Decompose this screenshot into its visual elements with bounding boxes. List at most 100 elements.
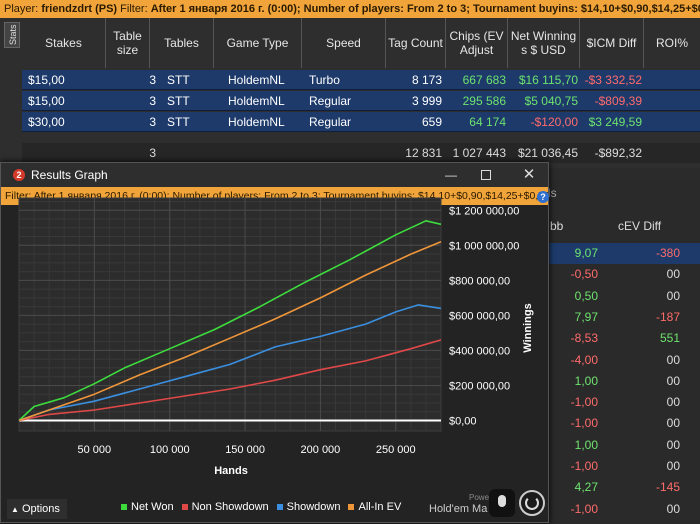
bg-cell-bb: -1,00	[570, 416, 598, 431]
filter-label: Filter:	[120, 3, 148, 15]
bg-cell-cev: 00	[666, 416, 680, 431]
total-size: 3	[149, 146, 156, 160]
minimize-icon[interactable]: —	[445, 168, 457, 182]
cell-tables: STT	[167, 73, 190, 87]
bg-cell-cev: 00	[666, 459, 680, 473]
legend-label: Net Won	[131, 501, 174, 513]
bg-col-bb[interactable]: bb	[550, 219, 564, 233]
x-tick-label: 150 000	[225, 444, 265, 456]
table-row[interactable]	[22, 70, 700, 90]
x-tick-label: 250 000	[376, 444, 416, 456]
cell-game: HoldemNL	[228, 94, 285, 108]
y-tick-label: $1 200 000,00	[449, 205, 519, 217]
refresh-icon	[525, 496, 539, 510]
cell-size: 3	[149, 73, 156, 87]
cell-tag: 659	[421, 115, 442, 129]
series-line-showdown	[18, 304, 442, 422]
cell-tables: STT	[167, 94, 190, 108]
cell-tag: 3 999	[411, 94, 442, 108]
total-net: $21 036,45	[517, 146, 578, 160]
legend-label: Non Showdown	[191, 501, 269, 513]
x-tick-label: 100 000	[150, 444, 190, 456]
close-icon[interactable]: ✕	[522, 166, 536, 183]
table-row[interactable]	[22, 91, 700, 111]
filter-bar: Player: friendzdrt (PS) Filter: After 1 …	[0, 0, 700, 18]
legend-swatch	[121, 504, 127, 511]
bg-cell-cev: 551	[659, 331, 680, 346]
filter-text: After 1 января 2016 г. (0:00); Number of…	[150, 3, 700, 15]
col-tag-count[interactable]: Tag Count	[386, 18, 446, 68]
background-table	[540, 180, 700, 523]
col-icm-diff[interactable]: $ICM Diff	[580, 18, 644, 68]
table-row[interactable]	[22, 112, 700, 132]
cell-chips: 64 174	[469, 115, 506, 129]
y-tick-label: $1 000 000,00	[449, 240, 519, 252]
bg-cell-cev: 00	[666, 437, 680, 452]
bg-cell-bb: -1,00	[570, 395, 598, 410]
legend-item[interactable]: Non Showdown	[181, 501, 269, 513]
col-tables[interactable]: Tables	[150, 18, 214, 68]
bg-cell-cev: 00	[666, 352, 680, 367]
player-label: Player:	[4, 3, 39, 15]
cell-game: HoldemNL	[228, 73, 285, 87]
x-tick-label: 200 000	[301, 444, 341, 456]
refresh-button[interactable]	[519, 490, 545, 516]
bg-cell-bb: 0,50	[574, 288, 598, 303]
legend: Net Won Non Showdown Showdown All-In EV	[121, 501, 409, 513]
cell-net: $16 115,70	[518, 73, 578, 87]
maximize-icon[interactable]	[481, 170, 491, 180]
col-roi[interactable]: ROI%	[655, 36, 688, 50]
bg-cell-bb: -8,53	[570, 331, 598, 346]
y-tick-label: $200 000,00	[449, 380, 510, 392]
player-name: friendzdrt (PS)	[41, 3, 118, 15]
bg-cell-cev: 00	[666, 501, 680, 516]
col-speed[interactable]: Speed	[302, 18, 386, 68]
col-chips[interactable]: Chips (EV Adjust	[446, 18, 508, 68]
chevron-up-icon: ▲	[11, 505, 19, 514]
col-stakes[interactable]: Stakes	[22, 18, 106, 68]
col-game-type[interactable]: Game Type	[214, 18, 302, 68]
legend-swatch	[276, 504, 283, 511]
legend-item[interactable]: All-In EV	[348, 501, 401, 513]
y-tick-label: $600 000,00	[449, 310, 510, 322]
results-chart: 50 000 100 000 150 000 200 000 250 000 $0,00 $…	[18, 197, 534, 477]
options-label: Options	[21, 503, 60, 515]
series-line-all-in-ev	[18, 241, 442, 422]
cell-speed: Turbo	[309, 73, 340, 87]
bg-col-cev[interactable]: cEV Diff	[618, 219, 662, 233]
cell-icm: -$3 332,52	[584, 73, 642, 87]
series-line-net-won	[18, 219, 442, 422]
cell-icm: $3 249,59	[588, 115, 642, 129]
options-button[interactable]: ▲ Options	[7, 499, 67, 519]
help-icon[interactable]: ?	[537, 191, 549, 203]
results-graph-window: 2 Results Graph — ✕ Filter: After 1 янва…	[0, 162, 549, 523]
bg-cell-bb: 1,00	[574, 437, 598, 452]
cell-chips: 295 586	[462, 94, 506, 108]
bg-cell-cev: -145	[655, 480, 680, 495]
x-tick-label: 50 000	[78, 444, 112, 456]
bg-cell-bb: -1,00	[570, 501, 598, 516]
bg-cell-bb: -4,00	[570, 352, 598, 367]
bg-cell-cev: 00	[666, 267, 680, 282]
total-icm: -$892,32	[594, 146, 642, 160]
x-axis-label: Hands	[214, 465, 248, 477]
bg-cell-cev: 00	[666, 373, 680, 388]
col-table-size[interactable]: Table size	[106, 18, 150, 68]
cell-game: HoldemNL	[228, 115, 285, 129]
total-chips: 1 027 443	[452, 146, 506, 160]
cell-tag: 8 173	[411, 73, 442, 87]
bg-row-selected[interactable]	[540, 243, 700, 264]
window-titlebar[interactable]: 2 Results Graph — ✕	[1, 163, 548, 187]
legend-item[interactable]: Net Won	[121, 501, 174, 513]
totals-row	[22, 143, 700, 163]
legend-label: All-In EV	[358, 501, 402, 513]
footer-text: Hold'em Ma	[429, 503, 488, 515]
cell-size: 3	[149, 115, 156, 129]
microphone-button[interactable]	[489, 489, 515, 517]
col-net-winnings[interactable]: Net Winning s $ USD	[508, 18, 580, 68]
stats-side-tab[interactable]: Stats	[4, 22, 20, 48]
legend-item[interactable]: Showdown	[276, 501, 340, 513]
cell-tables: STT	[167, 115, 190, 129]
bg-cell-bb: -0,50	[570, 267, 598, 282]
cell-chips: 667 683	[462, 73, 506, 87]
